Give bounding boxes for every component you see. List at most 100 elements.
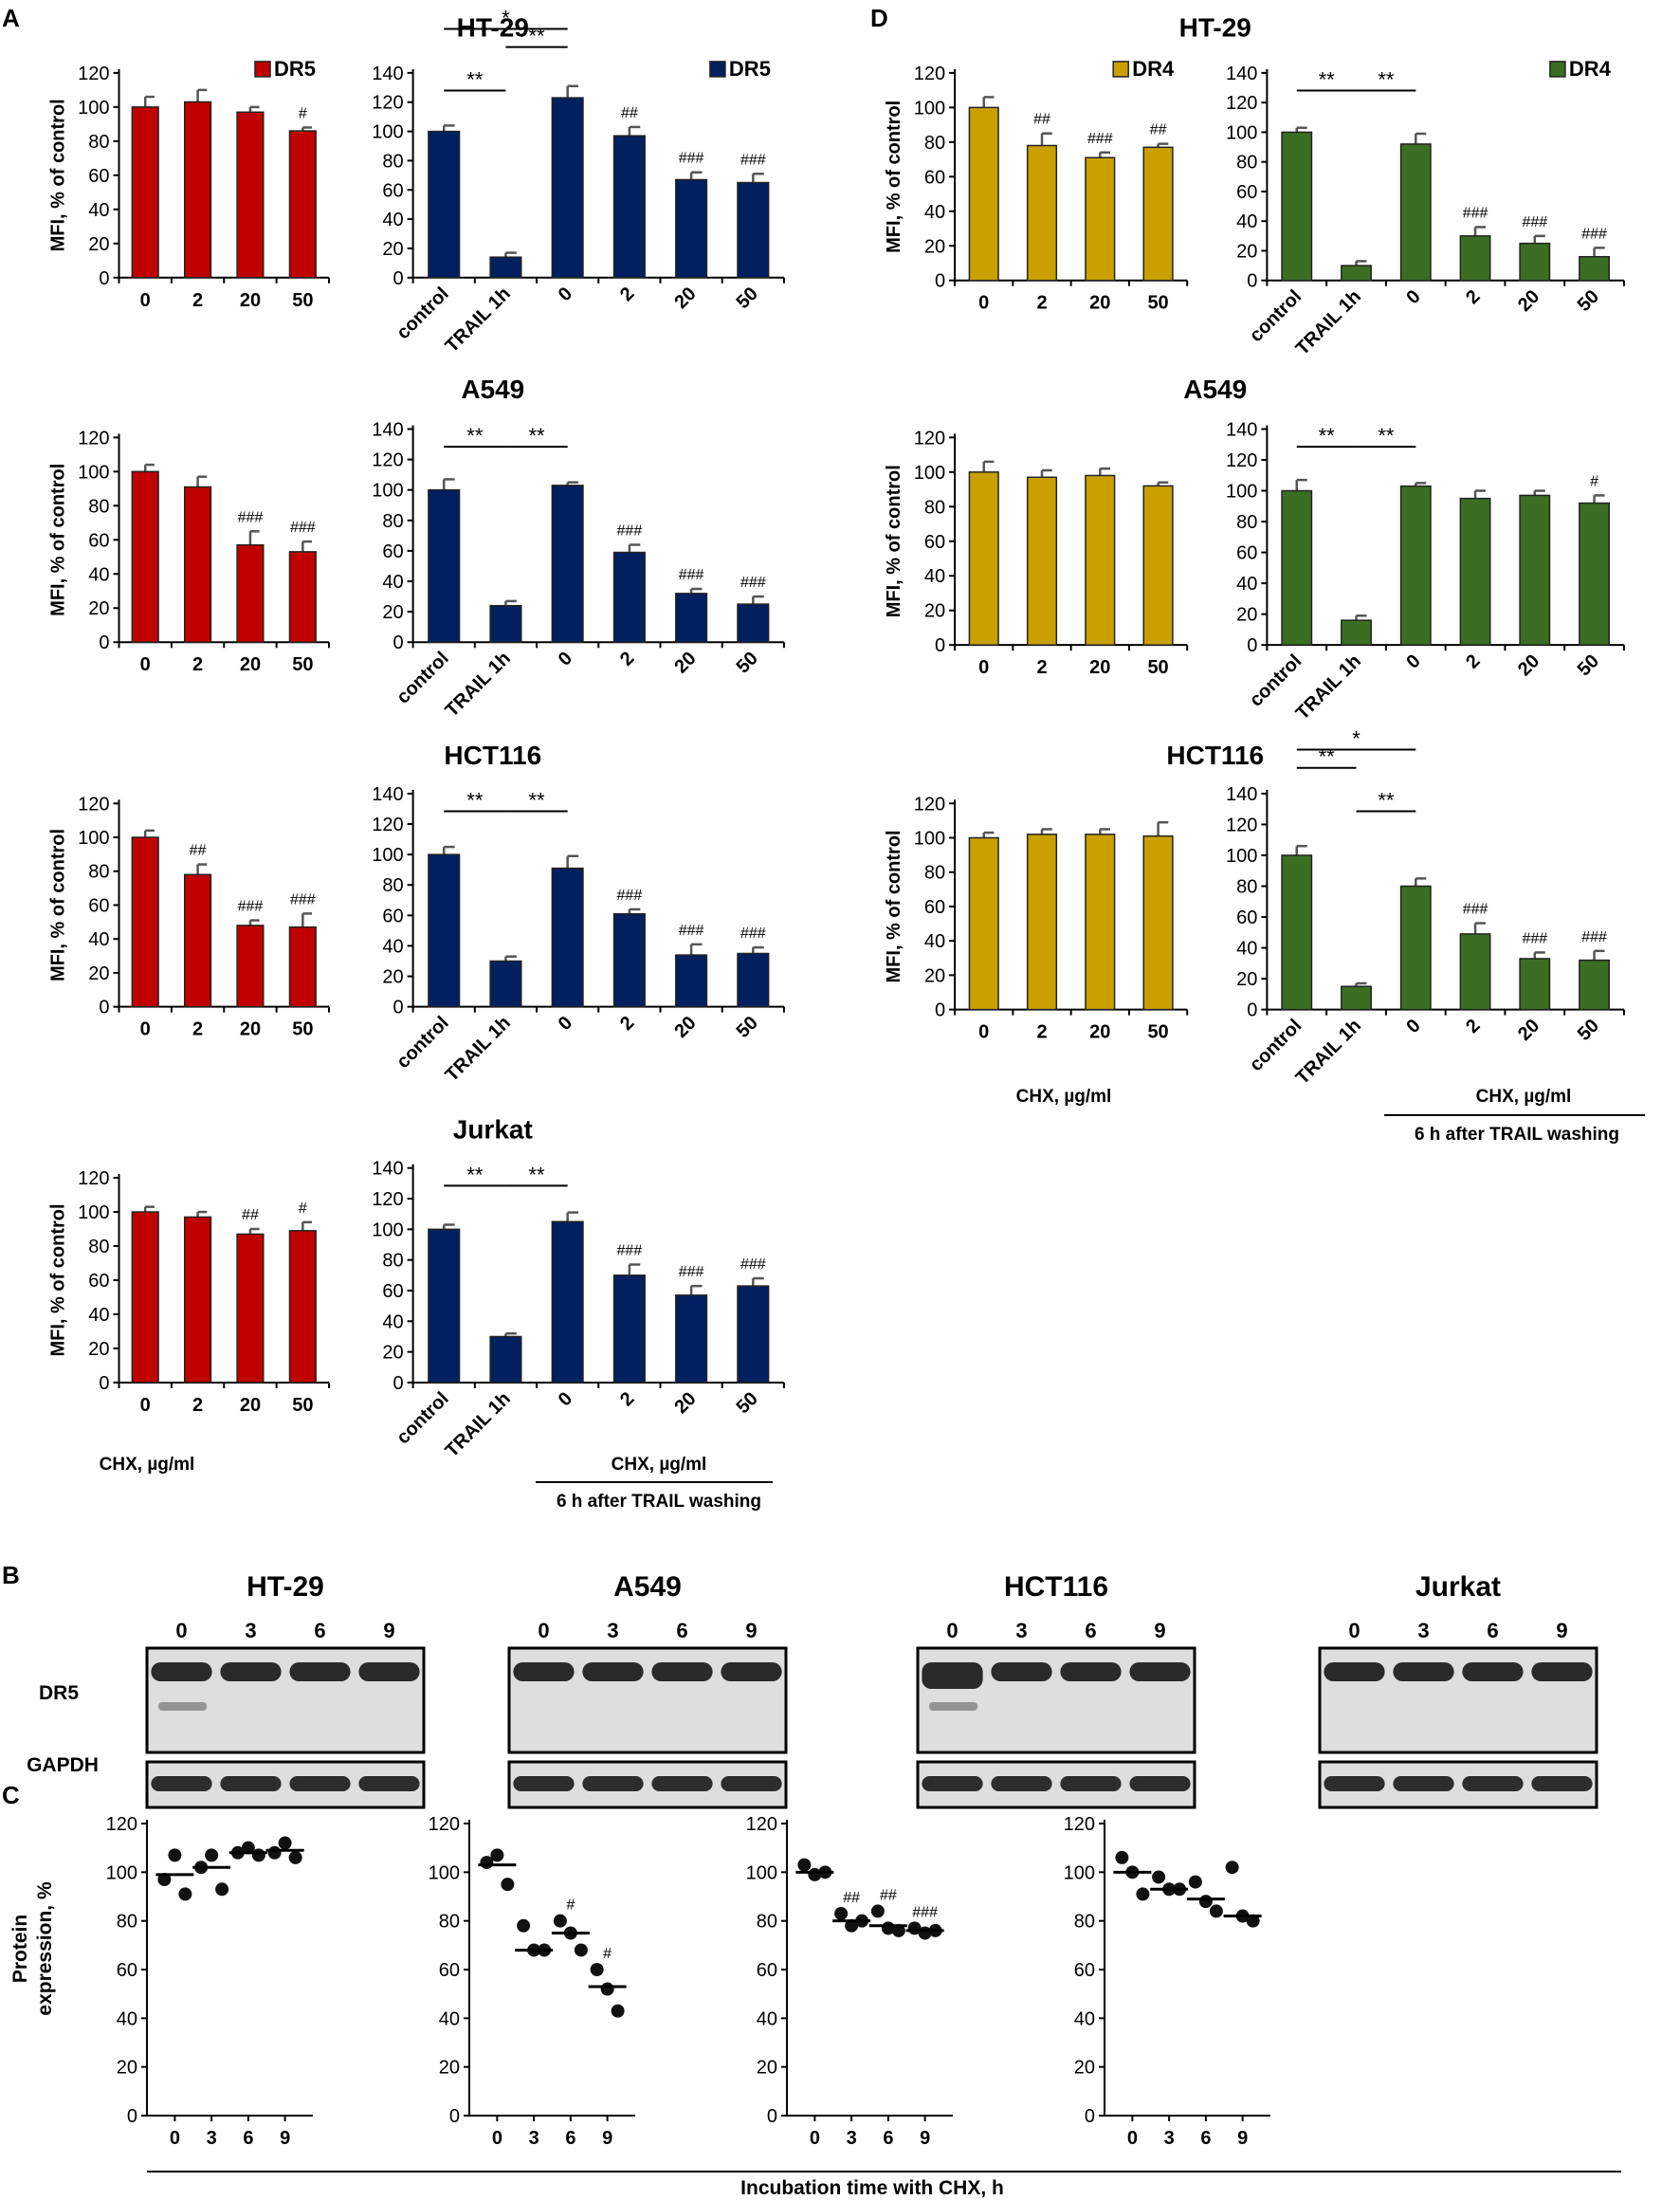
significance-mark: ###	[238, 509, 264, 525]
category-label: 3	[1164, 2128, 1175, 2149]
y-tick-label: 120	[914, 428, 945, 449]
significance-bracket-label: *	[1352, 726, 1360, 750]
legend-swatch	[709, 61, 726, 78]
category-label: control	[1246, 286, 1306, 346]
y-tick-label: 100	[914, 828, 945, 849]
category-label: TRAIL 1h	[442, 648, 515, 721]
y-tick-label: 60	[1236, 908, 1257, 928]
data-point	[870, 1904, 885, 1918]
category-label: control	[393, 1013, 452, 1072]
data-point	[1209, 1904, 1223, 1918]
category-label: 20	[1089, 293, 1110, 314]
western-blot-b-ht29: HT-29 0 3 6 9	[145, 1571, 426, 1809]
a-washing-label: 6 h after TRAIL washing	[557, 1492, 761, 1512]
y-tick-label: 80	[88, 496, 109, 517]
y-tick-label: 40	[1236, 574, 1257, 595]
y-tick-label: 100	[106, 1862, 137, 1883]
bar	[428, 1228, 461, 1384]
y-tick-label: 40	[1236, 211, 1257, 232]
lane-label: 0	[175, 1619, 187, 1642]
y-tick-label: 100	[1226, 122, 1257, 143]
category-label: 20	[670, 284, 700, 313]
y-tick-label: 60	[439, 1960, 460, 1981]
category-label: 9	[1237, 2128, 1248, 2149]
significance-mark: ##	[190, 843, 207, 859]
significance-mark: ###	[679, 923, 704, 939]
dr5-band	[1129, 1662, 1191, 1681]
y-tick-label: 20	[439, 2058, 460, 2079]
gapdh-band	[220, 1776, 282, 1791]
significance-bracket-label: **	[466, 424, 484, 448]
bar	[968, 836, 999, 1011]
significance-bracket-label: **	[1378, 424, 1395, 448]
y-tick-label: 40	[924, 566, 945, 587]
y-tick-label: 120	[1064, 1814, 1095, 1835]
y-tick-label: 80	[924, 133, 945, 154]
significance-mark: ###	[1087, 131, 1113, 147]
dr5-band	[651, 1662, 713, 1681]
dr5-band	[721, 1662, 782, 1681]
y-tick-label: 40	[88, 1305, 109, 1326]
bar	[1026, 144, 1058, 282]
bar	[551, 867, 584, 1008]
y-tick-label: 60	[1074, 1960, 1095, 1981]
bar	[236, 1233, 265, 1384]
category-label: TRAIL 1h	[442, 1388, 515, 1461]
y-tick-label: 80	[1236, 153, 1257, 174]
gapdh-band	[1129, 1776, 1191, 1791]
blot-title: HT-29	[247, 1571, 324, 1603]
chart-title: HCT116	[1166, 741, 1264, 770]
y-tick-label: 120	[372, 1189, 403, 1210]
bar	[1579, 502, 1610, 646]
category-label: 20	[1514, 1016, 1543, 1045]
y-tick-label: 120	[372, 93, 403, 114]
category-label: 6	[243, 2128, 253, 2149]
dr5-band	[1531, 1662, 1593, 1681]
bar	[1459, 497, 1491, 646]
bar	[183, 873, 212, 1008]
data-point	[490, 1848, 504, 1862]
y-tick-label: 60	[382, 541, 403, 562]
bar	[1519, 242, 1551, 282]
lane-label: 0	[1348, 1619, 1360, 1642]
data-point	[553, 1914, 567, 1928]
y-tick-label: 60	[88, 530, 109, 551]
significance-bracket-label: **	[528, 424, 545, 448]
blot-title: HCT116	[1004, 1571, 1108, 1603]
chart-d-ht29-left: 0 20 40 60 80 100 120 0 ## 2 ### 20 ## 50 MFI, % of co…	[884, 12, 1251, 313]
category-label: 0	[140, 1395, 151, 1416]
bar	[612, 912, 646, 1008]
chart-a-ht29-left: 0 20 40 60 80 100 120 0 2 20 #50 MFI, % of control H…	[48, 12, 529, 310]
y-tick-label: 0	[767, 2106, 777, 2127]
y-tick-label: 0	[127, 2106, 137, 2127]
gapdh-band	[1060, 1776, 1122, 1791]
y-tick-label: 20	[1236, 969, 1257, 990]
bar	[1341, 265, 1372, 282]
data-point	[1152, 1870, 1166, 1884]
data-point	[611, 2004, 625, 2018]
y-tick-label: 60	[88, 1271, 109, 1292]
dr5-band	[1393, 1662, 1454, 1681]
category-label: 9	[920, 2128, 930, 2149]
data-point	[168, 1848, 182, 1862]
category-label: 2	[616, 1013, 638, 1035]
bar	[675, 954, 708, 1008]
significance-mark: ###	[617, 522, 643, 539]
data-point	[267, 1845, 282, 1860]
category-label: 3	[207, 2128, 217, 2149]
category-label: 2	[1036, 293, 1047, 314]
significance-mark: #	[299, 1201, 307, 1217]
significance-mark: ##	[880, 1887, 897, 1903]
bar	[131, 836, 159, 1008]
bar	[131, 106, 159, 279]
bar	[1142, 834, 1174, 1011]
bar	[1281, 131, 1313, 282]
significance-bracket-label: **	[1378, 68, 1395, 92]
y-tick-label: 20	[88, 963, 109, 984]
data-point	[1188, 1875, 1202, 1889]
chart-title: HCT116	[444, 741, 541, 770]
chart-title: A549	[1183, 375, 1247, 404]
y-tick-label: 80	[382, 875, 403, 896]
